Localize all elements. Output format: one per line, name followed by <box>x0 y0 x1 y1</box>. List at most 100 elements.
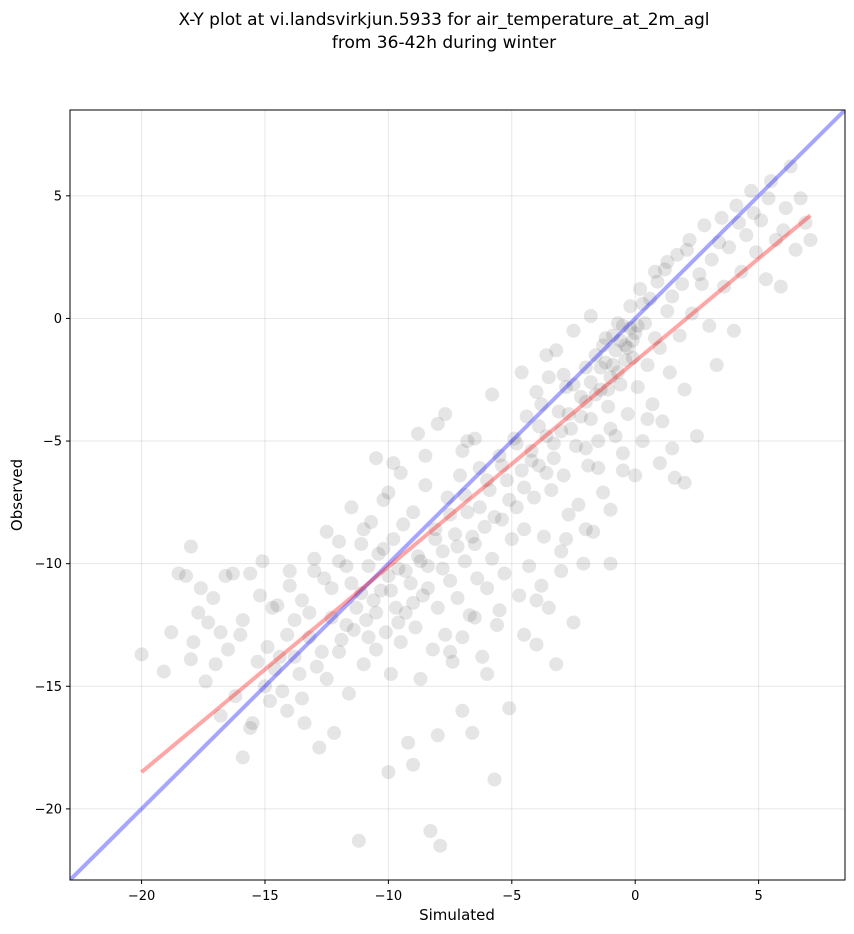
data-point <box>549 343 564 358</box>
y-axis-label: Observed <box>8 459 26 531</box>
data-point <box>480 667 495 681</box>
data-point <box>764 174 778 189</box>
data-point <box>275 684 290 699</box>
data-point <box>297 716 312 731</box>
data-point <box>620 407 635 422</box>
data-point <box>783 159 798 174</box>
data-point <box>403 576 418 591</box>
data-point <box>465 725 480 740</box>
data-point <box>381 568 396 583</box>
data-point <box>714 210 729 225</box>
data-point <box>307 564 322 578</box>
data-point <box>628 326 643 341</box>
data-point <box>623 299 638 314</box>
data-point <box>134 647 149 662</box>
data-point <box>413 554 428 569</box>
data-point <box>561 507 576 522</box>
data-point <box>218 568 233 583</box>
data-point <box>722 240 736 255</box>
data-point <box>539 465 554 480</box>
data-point <box>307 551 322 566</box>
data-point <box>465 529 480 544</box>
data-point <box>272 649 287 664</box>
data-point <box>793 191 808 206</box>
y-tick-label: 5 <box>54 189 62 204</box>
data-point <box>455 703 470 718</box>
data-point <box>709 358 724 372</box>
data-point <box>640 358 655 372</box>
data-point <box>650 274 665 289</box>
data-point <box>569 439 583 453</box>
x-tick-label: −5 <box>502 889 521 904</box>
data-point <box>411 426 425 441</box>
data-point <box>354 586 369 601</box>
data-point <box>517 480 532 495</box>
data-point <box>411 549 425 564</box>
data-point <box>378 625 393 640</box>
data-point <box>490 618 504 632</box>
data-point <box>613 333 628 348</box>
data-point <box>292 667 307 681</box>
data-point <box>457 488 472 502</box>
data-point <box>314 644 329 659</box>
data-point <box>596 338 611 353</box>
data-point <box>467 610 482 625</box>
data-point <box>208 657 223 672</box>
data-point <box>324 610 339 625</box>
data-point <box>549 657 564 672</box>
data-point <box>485 387 500 402</box>
data-point <box>519 409 534 424</box>
data-point <box>440 490 455 505</box>
data-point <box>539 429 554 444</box>
data-point <box>615 318 630 333</box>
data-point <box>356 657 371 672</box>
points-layer <box>134 159 818 853</box>
data-point <box>361 630 376 645</box>
data-point <box>613 377 628 392</box>
data-point <box>393 635 408 650</box>
data-point <box>369 451 384 466</box>
data-point <box>652 456 667 471</box>
data-point <box>351 833 366 848</box>
data-point <box>803 233 818 247</box>
data-point <box>559 380 574 395</box>
data-point <box>608 343 623 358</box>
data-point <box>430 728 445 743</box>
data-point <box>455 443 470 458</box>
data-point <box>312 740 327 755</box>
data-point <box>344 500 359 515</box>
data-point <box>578 522 593 537</box>
data-point <box>472 500 487 515</box>
regression-line <box>140 213 812 774</box>
data-point <box>610 365 625 380</box>
data-point <box>502 492 517 507</box>
data-point <box>776 223 791 238</box>
data-point <box>685 306 699 321</box>
data-point <box>601 382 616 397</box>
data-point <box>667 470 682 485</box>
data-point <box>556 367 571 382</box>
data-point <box>788 242 803 257</box>
data-point <box>445 654 460 669</box>
data-point <box>541 370 556 385</box>
data-point <box>332 534 346 549</box>
data-point <box>221 642 235 657</box>
data-point <box>186 635 201 650</box>
data-point <box>606 328 620 343</box>
y-tick-label: −10 <box>35 557 62 572</box>
data-point <box>420 559 435 574</box>
data-point <box>250 654 265 669</box>
data-point <box>179 568 193 583</box>
data-point <box>396 517 411 532</box>
data-point <box>428 532 443 547</box>
data-point <box>206 591 221 605</box>
data-point <box>773 279 788 294</box>
data-point <box>554 564 569 578</box>
data-point <box>576 556 591 571</box>
data-point <box>583 412 598 426</box>
data-point <box>731 215 746 230</box>
data-point <box>593 382 608 397</box>
data-point <box>655 414 670 429</box>
data-point <box>467 431 482 446</box>
data-point <box>625 350 640 365</box>
